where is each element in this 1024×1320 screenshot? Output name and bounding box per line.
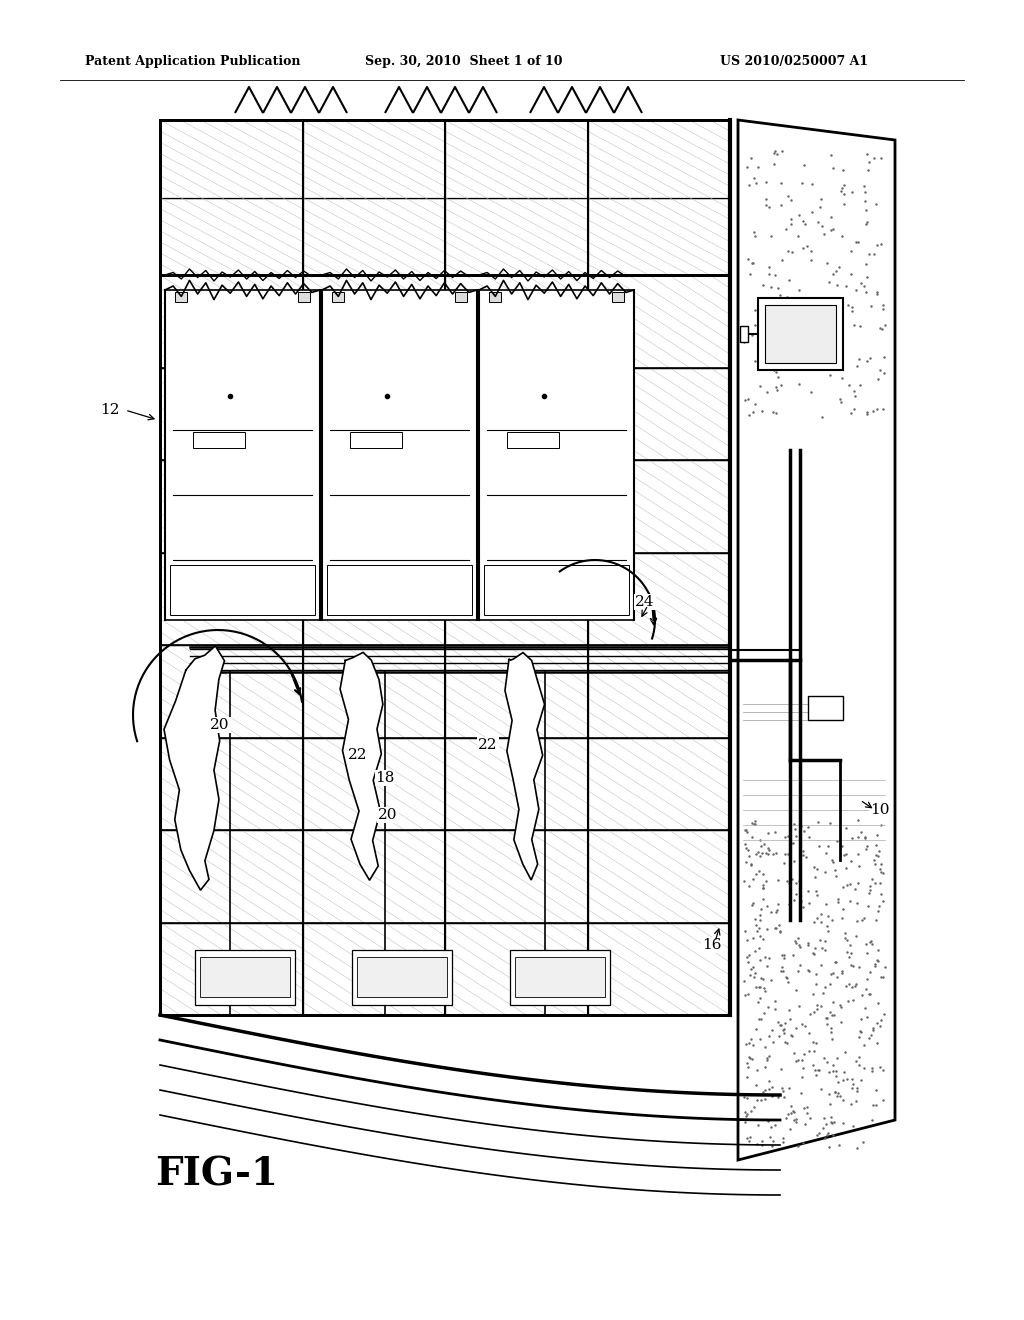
Polygon shape bbox=[738, 120, 895, 1160]
Bar bbox=[588, 553, 730, 645]
Bar bbox=[160, 120, 730, 275]
Bar bbox=[588, 459, 730, 553]
Polygon shape bbox=[505, 652, 545, 880]
Bar bbox=[327, 565, 472, 615]
Bar bbox=[298, 292, 310, 302]
Text: 12: 12 bbox=[100, 403, 120, 417]
Bar bbox=[193, 433, 245, 449]
Bar bbox=[302, 553, 445, 645]
Bar bbox=[302, 830, 445, 923]
Text: 22: 22 bbox=[478, 738, 498, 752]
Bar bbox=[445, 367, 588, 459]
Bar bbox=[195, 950, 295, 1005]
Text: 16: 16 bbox=[702, 939, 722, 952]
Bar bbox=[740, 326, 748, 342]
Text: 10: 10 bbox=[870, 803, 890, 817]
Bar bbox=[302, 120, 445, 198]
Text: Patent Application Publication: Patent Application Publication bbox=[85, 55, 300, 69]
Bar bbox=[445, 830, 588, 923]
Text: 22: 22 bbox=[348, 748, 368, 762]
Polygon shape bbox=[164, 645, 224, 890]
Text: US 2010/0250007 A1: US 2010/0250007 A1 bbox=[720, 55, 868, 69]
Bar bbox=[160, 120, 302, 198]
Text: FIG-1: FIG-1 bbox=[155, 1156, 278, 1195]
Bar bbox=[302, 923, 445, 1015]
Bar bbox=[808, 696, 843, 719]
Text: 20: 20 bbox=[210, 718, 229, 733]
Bar bbox=[507, 433, 559, 449]
Bar bbox=[588, 923, 730, 1015]
Bar bbox=[160, 275, 302, 367]
Bar bbox=[352, 950, 452, 1005]
Bar bbox=[445, 120, 588, 198]
Bar bbox=[160, 367, 302, 459]
Bar bbox=[455, 292, 467, 302]
Bar bbox=[160, 275, 730, 1015]
Bar bbox=[170, 565, 315, 615]
Bar bbox=[160, 923, 302, 1015]
Bar bbox=[165, 290, 319, 620]
Bar bbox=[510, 950, 610, 1005]
Bar bbox=[160, 198, 302, 275]
Bar bbox=[758, 298, 843, 370]
Text: 24: 24 bbox=[635, 595, 654, 609]
Text: Sep. 30, 2010  Sheet 1 of 10: Sep. 30, 2010 Sheet 1 of 10 bbox=[365, 55, 562, 69]
Bar bbox=[302, 459, 445, 553]
Bar bbox=[445, 923, 588, 1015]
Bar bbox=[350, 433, 402, 449]
Bar bbox=[445, 645, 588, 738]
Bar bbox=[200, 957, 290, 997]
Bar bbox=[489, 292, 501, 302]
Bar bbox=[588, 198, 730, 275]
Bar bbox=[515, 957, 605, 997]
Bar bbox=[302, 738, 445, 830]
Bar bbox=[175, 292, 187, 302]
Bar bbox=[484, 565, 629, 615]
Text: 18: 18 bbox=[376, 771, 394, 785]
Bar bbox=[588, 738, 730, 830]
Bar bbox=[588, 830, 730, 923]
Bar bbox=[160, 553, 302, 645]
Bar bbox=[588, 275, 730, 367]
Bar bbox=[160, 830, 302, 923]
Bar bbox=[302, 198, 445, 275]
Polygon shape bbox=[340, 652, 383, 880]
Bar bbox=[445, 459, 588, 553]
Text: 20: 20 bbox=[378, 808, 397, 822]
Bar bbox=[445, 275, 588, 367]
Bar bbox=[302, 645, 445, 738]
Bar bbox=[322, 290, 477, 620]
Bar bbox=[302, 275, 445, 367]
Bar bbox=[332, 292, 344, 302]
Bar bbox=[445, 738, 588, 830]
Bar bbox=[479, 290, 634, 620]
Bar bbox=[160, 645, 302, 738]
Bar bbox=[588, 367, 730, 459]
Bar bbox=[588, 120, 730, 198]
Bar bbox=[160, 459, 302, 553]
Bar bbox=[357, 957, 447, 997]
Bar bbox=[612, 292, 624, 302]
Bar bbox=[588, 645, 730, 738]
Bar bbox=[445, 198, 588, 275]
Bar bbox=[445, 553, 588, 645]
Bar bbox=[160, 738, 302, 830]
Bar bbox=[302, 367, 445, 459]
Bar bbox=[765, 305, 836, 363]
